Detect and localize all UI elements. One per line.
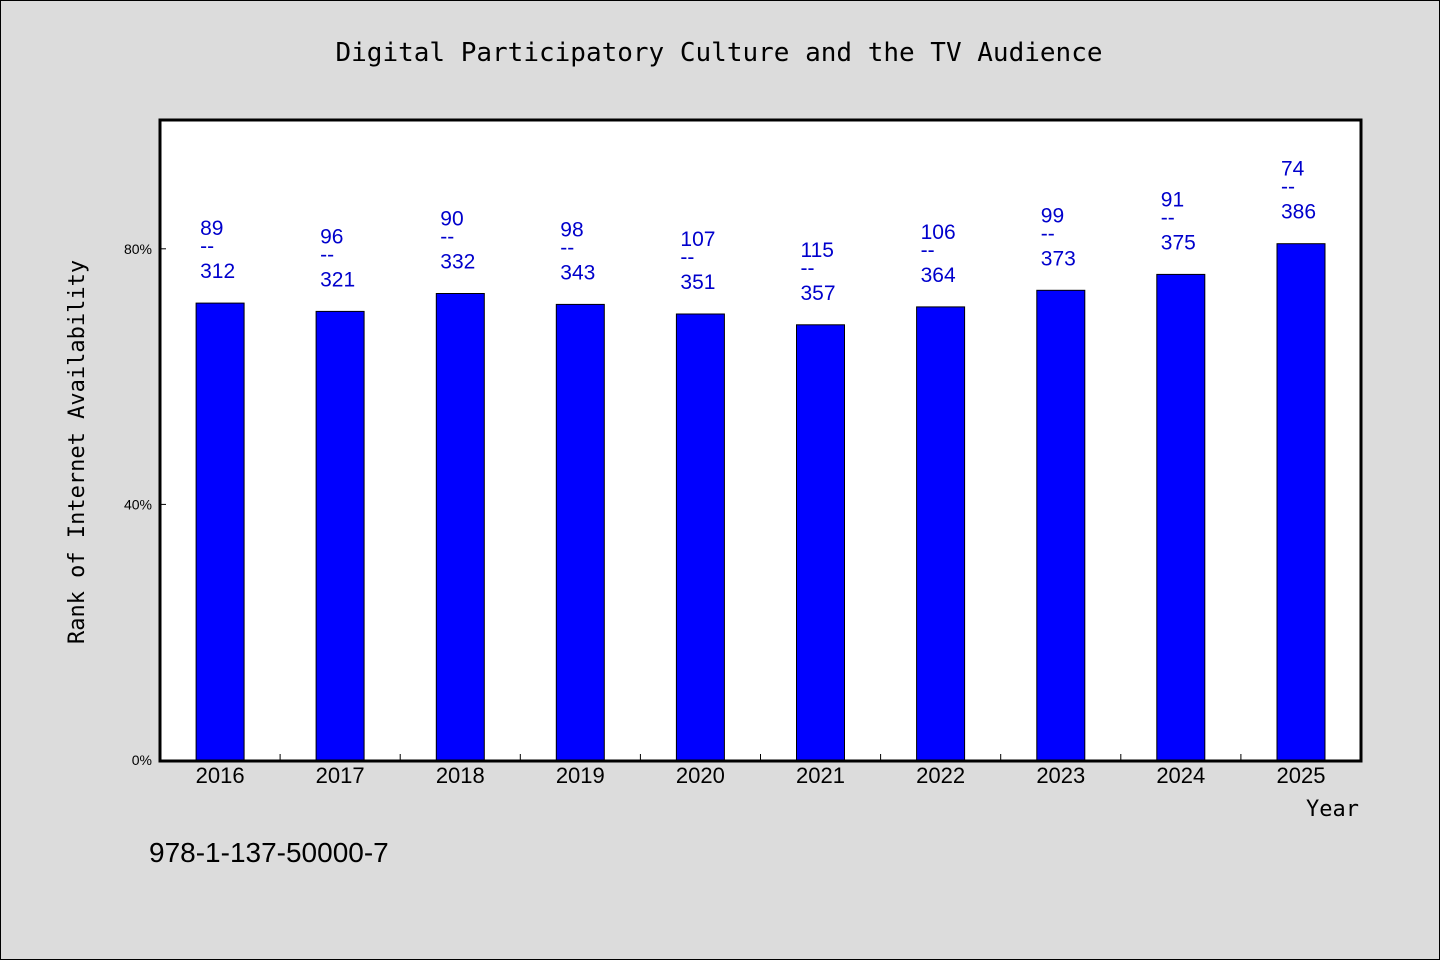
data-label-bottom-2025: 386 <box>1281 201 1316 224</box>
data-label-top-2021: 115 <box>801 239 834 262</box>
bar-2023 <box>1036 289 1086 761</box>
data-label-top-2024: 91 <box>1161 188 1184 211</box>
x-tick-label-2018: 2018 <box>436 763 485 788</box>
bars-group <box>195 243 1326 761</box>
data-label-bottom-2018: 332 <box>440 251 475 274</box>
bar-2021 <box>796 324 845 761</box>
bar-2017 <box>315 310 365 761</box>
bar-2020 <box>675 313 725 761</box>
data-label-top-2017: 96 <box>320 225 343 248</box>
data-label-sep-2021: -- <box>801 257 815 280</box>
data-label-top-2025: 74 <box>1281 158 1305 181</box>
y-tick-label: 80% <box>124 241 152 257</box>
data-label-bottom-2021: 357 <box>801 282 836 305</box>
data-label-top-2020: 107 <box>680 228 715 251</box>
chart-title: Digital Participatory Culture and the TV… <box>335 38 1102 68</box>
bar-2024 <box>1156 273 1206 761</box>
data-label-bottom-2023: 373 <box>1041 247 1076 270</box>
data-label-bottom-2019: 343 <box>560 261 595 284</box>
y-axis-label: Rank of Internet Availability <box>65 260 90 644</box>
data-label-bottom-2024: 375 <box>1161 231 1196 254</box>
data-label-sep-2023: -- <box>1041 222 1055 245</box>
x-tick-label-2017: 2017 <box>316 763 365 788</box>
data-label-bottom-2022: 364 <box>921 264 956 287</box>
data-label-sep-2019: -- <box>560 236 574 259</box>
x-tick-label-2022: 2022 <box>916 763 965 788</box>
bar-2022 <box>916 306 966 761</box>
x-tick-label-2020: 2020 <box>676 763 725 788</box>
data-label-sep-2016: -- <box>200 235 214 258</box>
x-tick-label-2016: 2016 <box>196 763 245 788</box>
data-label-top-2018: 90 <box>440 208 463 231</box>
x-tick-label-2025: 2025 <box>1277 763 1326 788</box>
y-axis-ticks: 0% 40% 80% <box>124 241 166 768</box>
y-tick-label: 0% <box>132 752 152 768</box>
data-label-top-2022: 106 <box>921 221 956 244</box>
x-tick-label-2024: 2024 <box>1156 763 1205 788</box>
isbn-label: 978-1-137-50000-7 <box>149 837 389 868</box>
data-labels-group: 89--31296--32190--33298--343107--351115-… <box>200 158 1316 305</box>
data-label-top-2023: 99 <box>1041 204 1064 227</box>
data-label-bottom-2016: 312 <box>200 260 235 283</box>
data-label-top-2019: 98 <box>560 218 583 241</box>
data-label-sep-2017: -- <box>320 243 334 266</box>
x-tick-label-2023: 2023 <box>1036 763 1085 788</box>
x-tick-label-2019: 2019 <box>556 763 605 788</box>
x-tick-label-2021: 2021 <box>796 763 845 788</box>
data-label-bottom-2017: 321 <box>320 268 355 291</box>
data-label-sep-2018: -- <box>440 226 454 249</box>
y-tick-label: 40% <box>124 496 152 512</box>
x-axis-label: Year <box>1306 797 1359 822</box>
data-label-sep-2024: -- <box>1161 206 1175 229</box>
bar-2019 <box>555 303 605 761</box>
bar-2016 <box>195 302 245 761</box>
data-label-sep-2022: -- <box>921 239 935 262</box>
x-axis-ticks: 2016 2017 2018 2019 2020 2021 2022 2023 2024 2025 <box>196 754 1326 788</box>
bar-2025 <box>1276 243 1326 761</box>
data-label-sep-2025: -- <box>1281 176 1295 199</box>
data-label-bottom-2020: 351 <box>680 271 715 294</box>
data-label-sep-2020: -- <box>680 246 694 269</box>
bar-2018 <box>435 293 485 761</box>
data-label-top-2016: 89 <box>200 217 223 240</box>
